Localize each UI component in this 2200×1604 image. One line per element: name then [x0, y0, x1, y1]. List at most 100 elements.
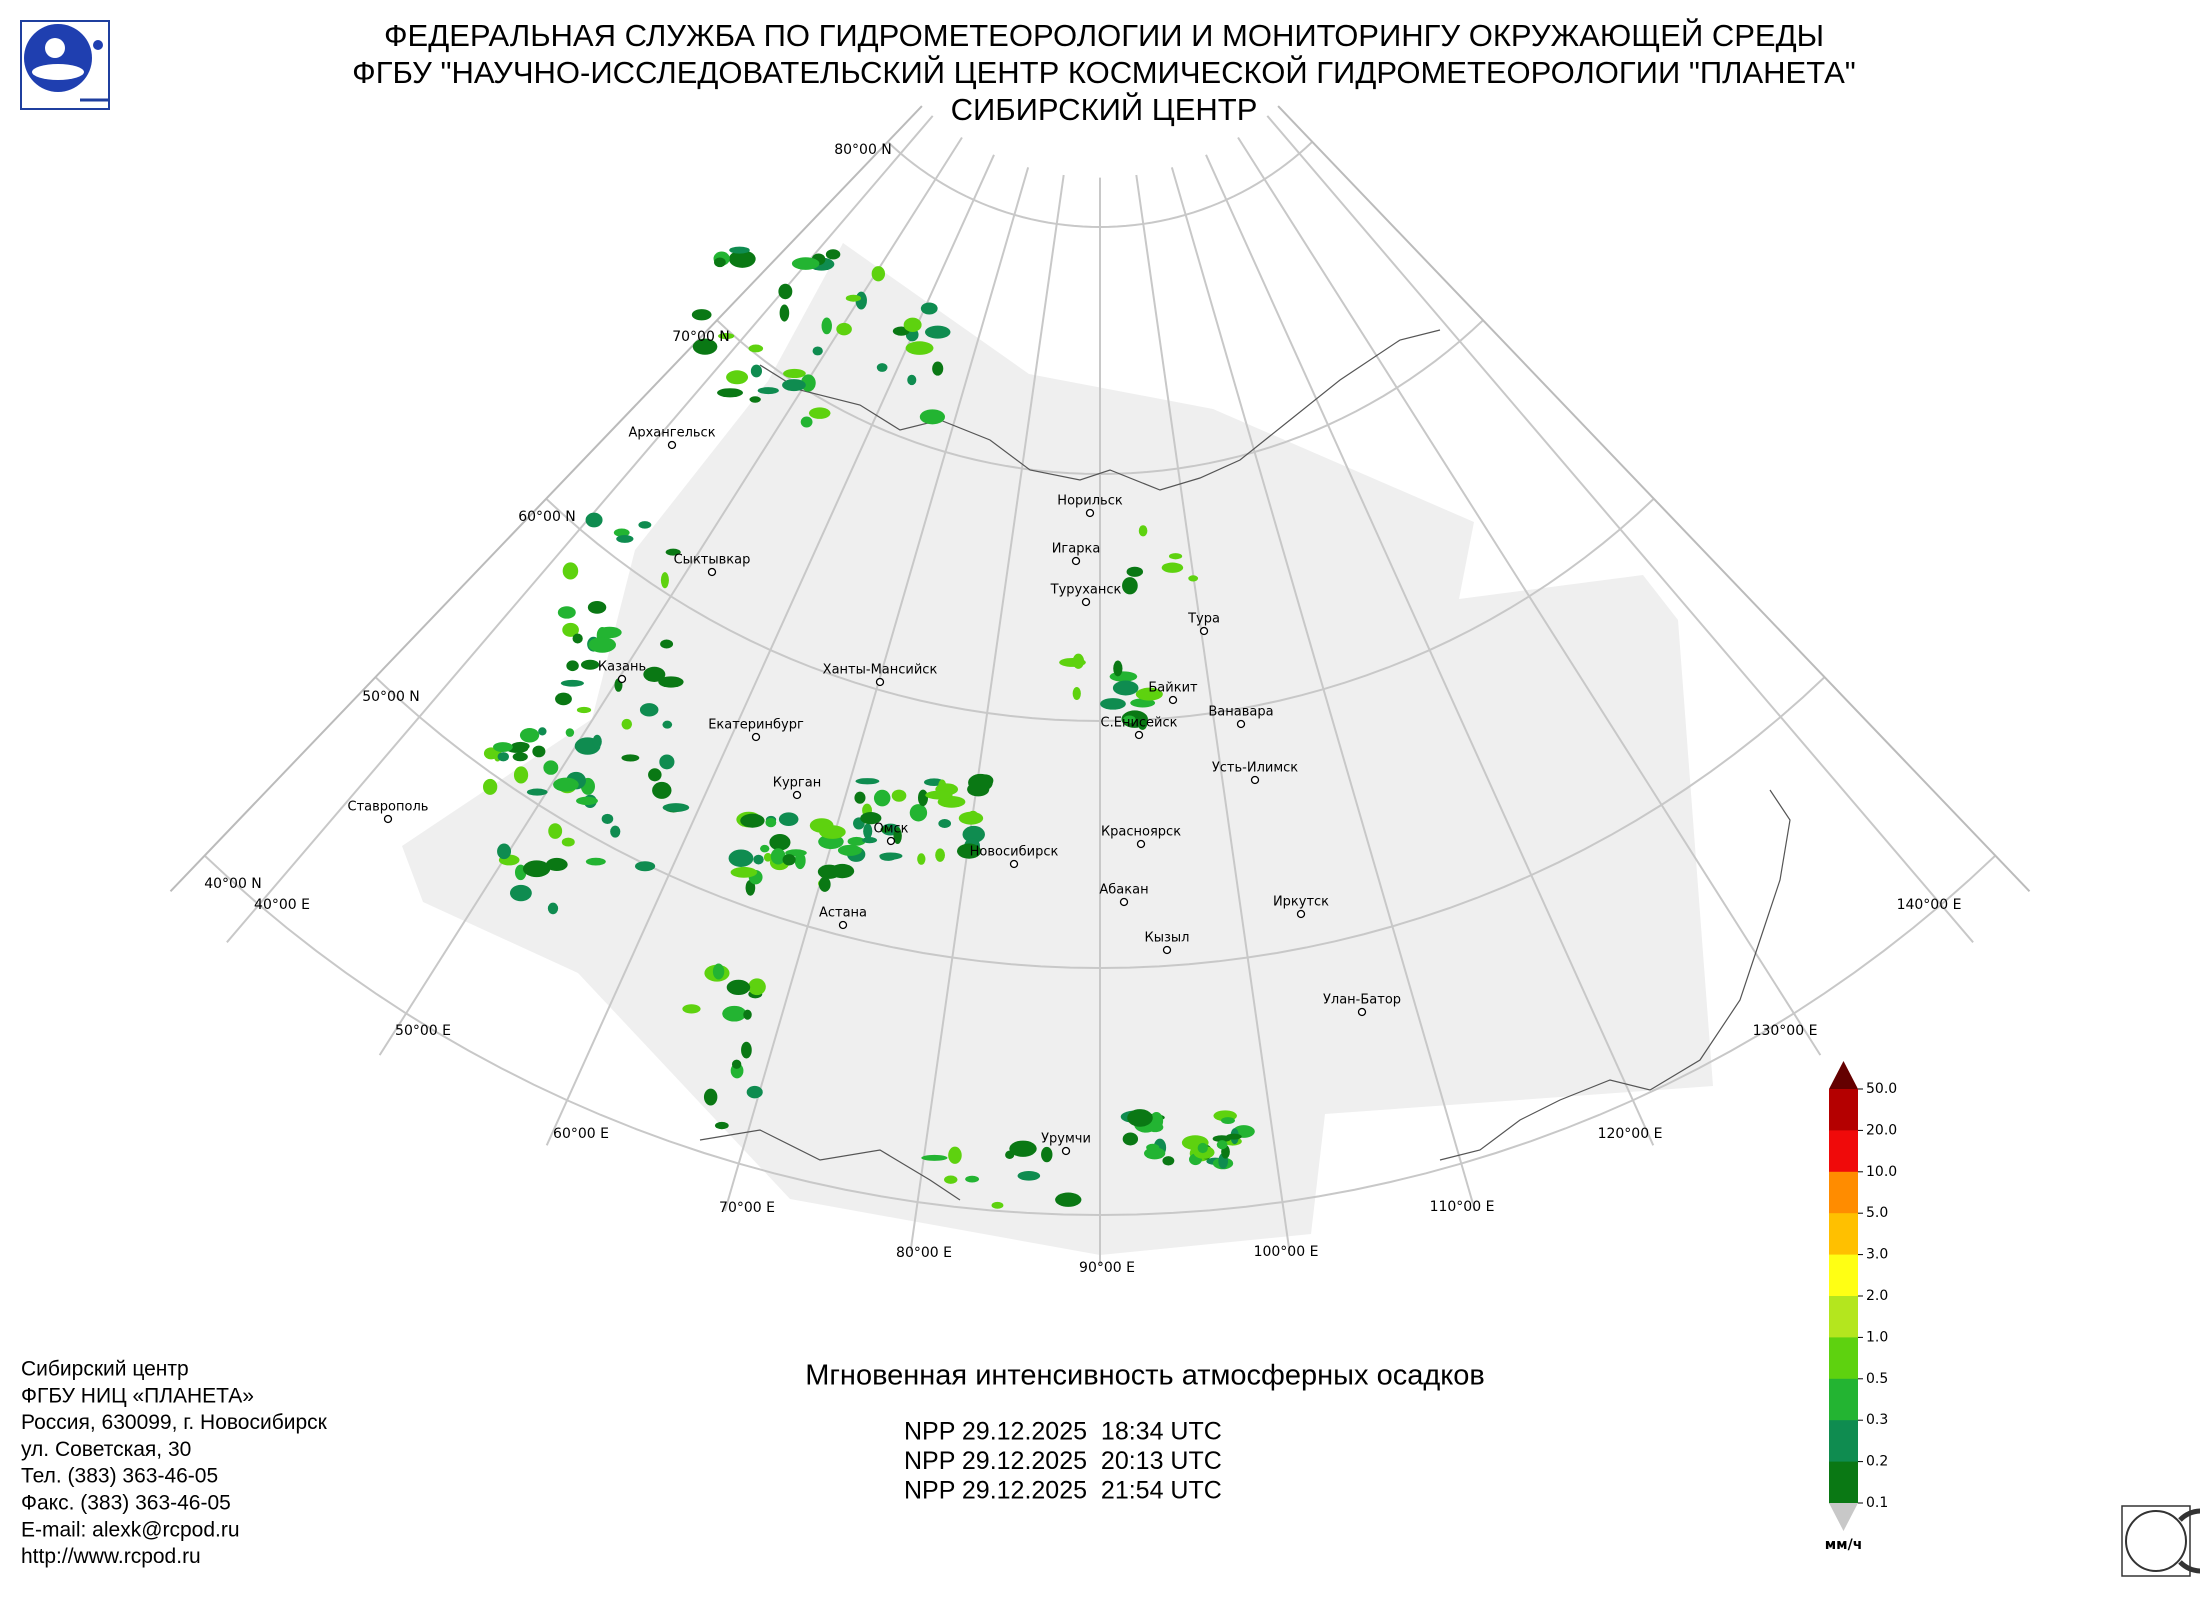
rain-cell [1220, 1117, 1235, 1124]
rain-cell [1225, 1133, 1242, 1140]
map-labels: 80°00 N 70°00 N 60°00 N 50°00 N 40°00 N 40°00… [204, 142, 1961, 1276]
rain-cell [925, 325, 951, 339]
rain-cell [854, 791, 866, 804]
latitude-label: 60°00 N [518, 509, 576, 525]
rain-cell [526, 788, 548, 796]
rain-cell [497, 752, 509, 762]
rain-cell [1161, 562, 1184, 573]
colorbar: 50.0 20.0 10.0 5.0 3.0 2.0 1.0 0.5 0.3 0.2 0.1 мм/ч [1825, 1061, 1897, 1553]
rain-cell [1162, 1156, 1175, 1166]
rain-cell [880, 826, 892, 833]
colorbar-tick-label: 20.0 [1866, 1122, 1897, 1138]
rain-cell [660, 572, 669, 589]
rain-cell [643, 666, 666, 682]
precipitation [483, 246, 1255, 1209]
rain-cell [726, 370, 749, 385]
rain-cell [522, 860, 551, 878]
rain-cell [662, 720, 673, 729]
rain-cell [621, 718, 633, 730]
rain-cell [547, 902, 559, 915]
rain-cell [572, 633, 583, 644]
city-label: Новосибирск [970, 845, 1059, 860]
rain-cell [876, 363, 888, 372]
city-marker [1071, 556, 1081, 566]
rain-cell [519, 728, 540, 743]
city-marker [1357, 1007, 1367, 1017]
rain-cell [847, 836, 866, 846]
colorbar-over [1829, 1061, 1858, 1089]
rain-cell [562, 622, 579, 637]
rain-cell [566, 660, 579, 672]
rain-cell [958, 811, 984, 825]
rain-cell [1113, 660, 1123, 677]
header-line: СИБИРСКИЙ ЦЕНТР [951, 91, 1258, 127]
city-marker [1061, 1146, 1071, 1156]
rain-cell [837, 844, 862, 856]
rain-cell [836, 322, 852, 336]
rain-cell [652, 781, 672, 799]
colorbar-box [1829, 1378, 1858, 1421]
rain-cell [757, 387, 779, 395]
rain-cell [543, 760, 559, 775]
rain-cell [483, 778, 498, 795]
latitude-label: 40°00 N [204, 876, 262, 892]
colorbar-under [1829, 1503, 1858, 1531]
rain-cell [1072, 653, 1085, 669]
longitude-label: 90°00 E [1079, 1260, 1135, 1276]
rain-cell [860, 812, 882, 825]
meridian [1205, 154, 1655, 1146]
rain-cell [903, 317, 922, 333]
colorbar-tick-label: 3.0 [1866, 1247, 1888, 1263]
rain-cell [585, 857, 606, 866]
map-frame [1277, 105, 2031, 892]
longitude-label: 70°00 E [719, 1200, 775, 1216]
rain-cell [779, 304, 790, 322]
map-frame [169, 105, 923, 892]
rain-cell [1055, 1192, 1082, 1207]
rain-cell [1197, 1142, 1208, 1154]
rain-cell [714, 257, 726, 268]
rain-cell [821, 317, 832, 335]
header-line: ФЕДЕРАЛЬНАЯ СЛУЖБА ПО ГИДРОМЕТЕОРОЛОГИИ … [384, 17, 1824, 53]
rain-cell [905, 341, 934, 355]
rain-cell [778, 812, 799, 827]
longitude-label: 80°00 E [896, 1245, 952, 1261]
rain-cell [938, 819, 952, 828]
city-label: Абакан [1099, 883, 1148, 898]
meridian [1237, 136, 1822, 1056]
rain-cell [819, 825, 846, 839]
rain-cell [545, 857, 568, 872]
rain-cell [769, 834, 791, 851]
rain-cell [665, 548, 681, 556]
logo [20, 20, 110, 110]
city-marker [1296, 909, 1306, 919]
city-marker [1250, 775, 1260, 785]
rain-cell [749, 396, 761, 403]
rain-cell [845, 294, 861, 302]
rain-cell [512, 752, 528, 762]
city-label: Усть-Илимск [1212, 761, 1298, 776]
city-marker [1009, 859, 1019, 869]
longitude-label: 100°00 E [1254, 1244, 1319, 1260]
address-line: Сибирский центр [21, 1358, 189, 1381]
meridian [723, 167, 1030, 1212]
rain-cell [778, 283, 793, 300]
city-marker [1162, 945, 1172, 955]
city-label: Норильск [1057, 494, 1123, 509]
caption-title: Мгновенная интенсивность атмосферных оса… [805, 1360, 1485, 1392]
colorbar-box [1829, 1171, 1858, 1214]
address-line: Факс. (383) 363-46-05 [21, 1492, 231, 1515]
rain-cell [921, 1154, 948, 1161]
rain-cell [712, 963, 725, 980]
rain-cell [1072, 686, 1081, 700]
rain-cell [639, 703, 659, 717]
rain-cell [746, 1085, 763, 1099]
city-marker [1236, 719, 1246, 729]
rain-cell [965, 1175, 980, 1183]
rain-cell [585, 512, 603, 528]
colorbar-box [1829, 1254, 1858, 1297]
city-marker [707, 567, 717, 577]
rain-cell [1126, 566, 1144, 577]
colorbar-box [1829, 1296, 1858, 1338]
